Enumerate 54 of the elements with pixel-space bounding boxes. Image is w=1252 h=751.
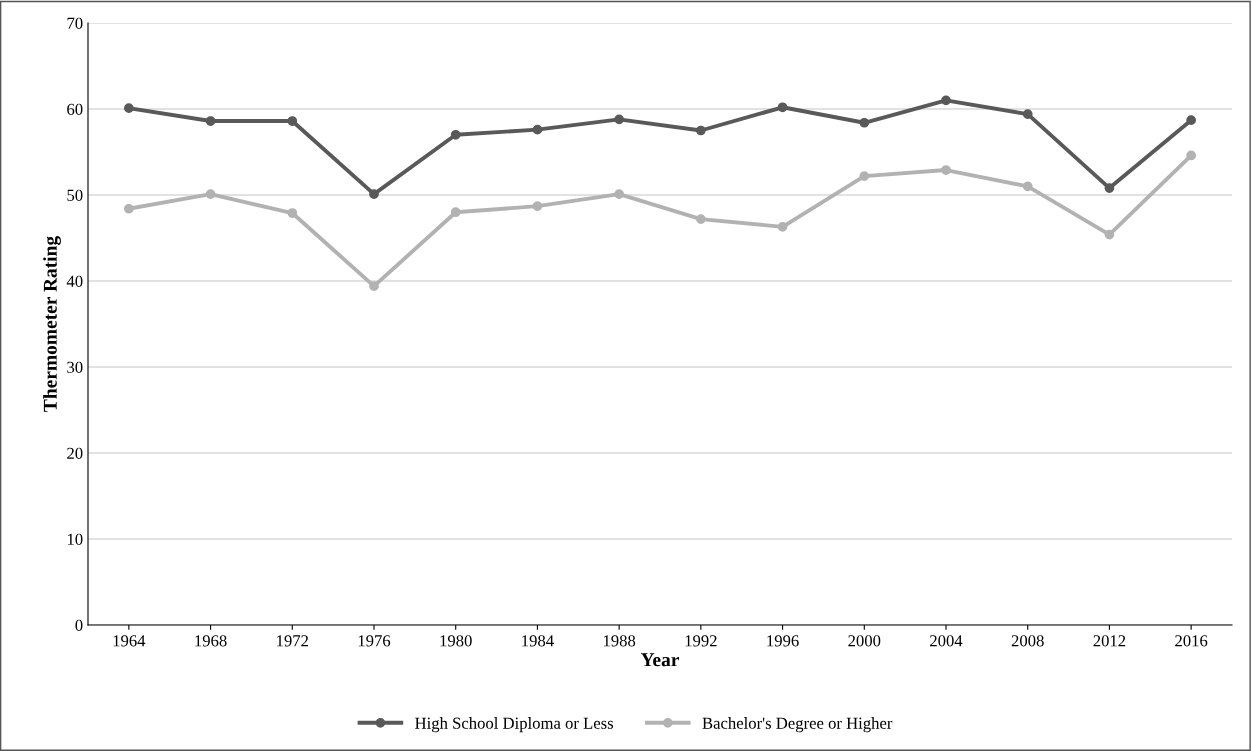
x-tick-label: 1992 [685, 635, 717, 647]
y-tick-label: 20 [67, 447, 83, 459]
point [123, 203, 134, 214]
y-tick-label: 10 [67, 533, 83, 545]
x-tick-label: 1996 [767, 635, 799, 647]
point [450, 207, 461, 218]
point [777, 221, 788, 232]
point [532, 201, 543, 212]
y-tick-label: 70 [67, 17, 83, 29]
y-tick-label: 50 [67, 189, 83, 201]
point [1104, 183, 1115, 193]
point [695, 214, 706, 224]
point [1104, 229, 1115, 240]
x-tick-label: 2016 [1175, 635, 1208, 647]
point [777, 102, 788, 113]
x-tick-label: 1972 [277, 635, 309, 647]
x-tick-label: 1988 [603, 635, 636, 647]
point [123, 103, 134, 114]
point [205, 116, 216, 126]
x-tick-label: 2000 [848, 635, 881, 647]
point [287, 116, 298, 126]
x-tick-label: 2008 [1011, 635, 1044, 647]
x-tick-label: 1984 [522, 635, 554, 647]
x-tick-label: 1964 [113, 635, 146, 647]
point [287, 208, 298, 218]
point [614, 189, 625, 200]
point [859, 171, 870, 181]
y-tick-label: 0 [75, 619, 83, 631]
point [369, 281, 379, 292]
y-axis-title: Thermometer Rating [43, 236, 61, 412]
point [205, 189, 216, 200]
point [369, 189, 379, 200]
point [614, 114, 625, 125]
point [941, 95, 951, 106]
point [1022, 181, 1033, 192]
x-tick-label: 1980 [440, 635, 472, 647]
point [859, 117, 870, 128]
legend-label: Bachelor's Degree or Higher [702, 717, 893, 733]
point [695, 125, 706, 136]
x-tick-label: 1968 [195, 635, 227, 647]
y-tick-label: 30 [67, 361, 83, 373]
legend-label: High School Diploma or Less [415, 717, 614, 733]
point [941, 165, 951, 175]
y-tick-label: 40 [66, 275, 83, 287]
x-tick-label: 1976 [358, 635, 391, 647]
point [532, 124, 543, 135]
x-tick-label: 2012 [1093, 635, 1126, 647]
x-axis-title: Year [640, 653, 680, 667]
y-tick-label: 60 [67, 103, 83, 115]
point [1186, 115, 1197, 126]
x-tick-label: 2004 [930, 635, 963, 647]
point [1022, 109, 1033, 120]
point [1186, 150, 1197, 161]
point [450, 129, 461, 140]
